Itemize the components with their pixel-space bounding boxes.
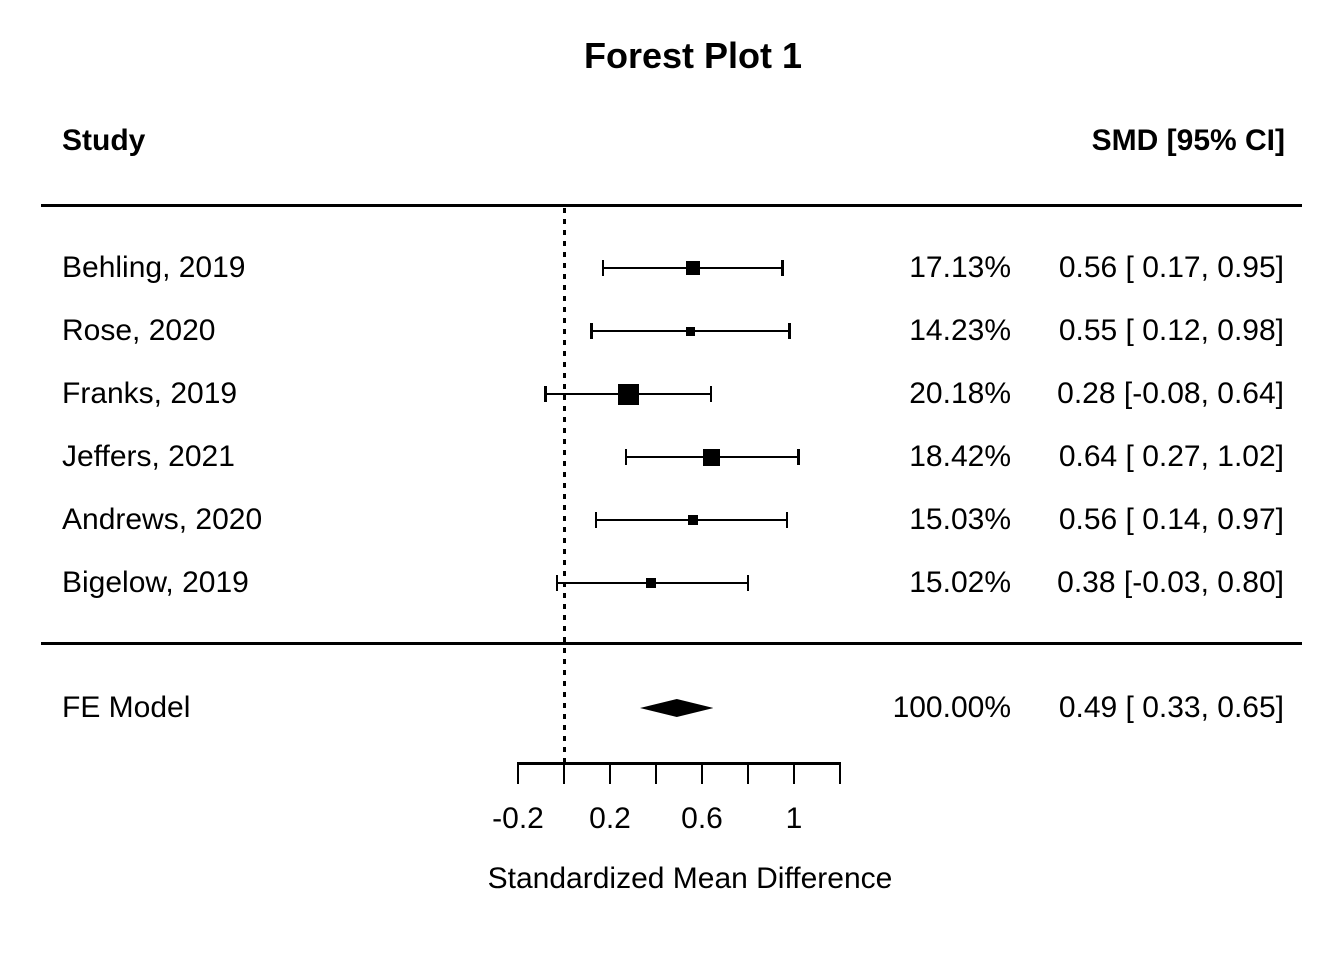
study-label: Jeffers, 2021 bbox=[62, 440, 235, 473]
x-axis-tick bbox=[700, 762, 704, 784]
x-axis-line bbox=[518, 762, 840, 765]
ci-cap-high bbox=[797, 449, 800, 465]
study-weight-value: 18.42% bbox=[909, 440, 1011, 473]
x-axis-tick-label: -0.2 bbox=[492, 802, 544, 835]
x-axis-tick bbox=[562, 762, 566, 784]
header-separator-line bbox=[41, 204, 1302, 207]
study-label: Rose, 2020 bbox=[62, 314, 216, 347]
x-axis-tick-label: 0.2 bbox=[589, 802, 631, 835]
ci-cap-high bbox=[746, 575, 750, 591]
estimate-square-marker bbox=[687, 515, 698, 525]
ci-cap-high bbox=[709, 386, 713, 402]
estimate-square-marker bbox=[686, 326, 695, 336]
ci-cap-low bbox=[594, 512, 598, 528]
study-weight-value: 14.23% bbox=[909, 314, 1011, 347]
ci-cap-high bbox=[788, 323, 791, 339]
study-weight-value: 17.13% bbox=[909, 251, 1011, 284]
summary-separator-line bbox=[41, 642, 1302, 645]
x-axis-title: Standardized Mean Difference bbox=[487, 862, 893, 895]
study-smd-ci-value: 0.38 [-0.03, 0.80] bbox=[1057, 566, 1284, 599]
study-smd-ci-value: 0.55 [ 0.12, 0.98] bbox=[1058, 314, 1284, 347]
estimate-square-marker bbox=[617, 383, 639, 405]
x-axis-tick bbox=[516, 762, 520, 784]
summary-row: FE Model 100.00% 0.49 [ 0.33, 0.65] bbox=[0, 687, 1344, 729]
x-axis-tick bbox=[838, 762, 842, 784]
x-axis-tick bbox=[746, 762, 750, 784]
study-column-header: Study bbox=[62, 124, 146, 157]
x-axis-tick bbox=[654, 762, 658, 784]
estimate-square-marker bbox=[702, 448, 720, 466]
study-label: Behling, 2019 bbox=[62, 251, 246, 284]
x-axis-tick-label: 0.6 bbox=[681, 802, 723, 835]
ci-cap-low bbox=[624, 449, 628, 465]
ci-cap-high bbox=[781, 260, 784, 276]
x-axis-tick bbox=[792, 762, 796, 784]
summary-smd-ci-value: 0.49 [ 0.33, 0.65] bbox=[1058, 691, 1284, 724]
estimate-square-marker bbox=[646, 578, 657, 588]
ci-cap-high bbox=[785, 512, 789, 528]
study-smd-ci-value: 0.56 [ 0.17, 0.95] bbox=[1058, 251, 1284, 284]
study-label: Franks, 2019 bbox=[62, 377, 238, 410]
estimate-square-marker bbox=[685, 261, 700, 275]
summary-label: FE Model bbox=[62, 691, 191, 724]
study-row: Andrews, 2020 15.03% 0.56 [ 0.14, 0.97] bbox=[0, 499, 1344, 541]
zero-reference-line bbox=[562, 208, 566, 762]
study-row: Behling, 2019 17.13% 0.56 [ 0.17, 0.95] bbox=[0, 247, 1344, 289]
study-row: Rose, 2020 14.23% 0.55 [ 0.12, 0.98] bbox=[0, 310, 1344, 352]
summary-diamond bbox=[639, 699, 714, 717]
study-weight-value: 15.02% bbox=[909, 566, 1011, 599]
study-weight-value: 20.18% bbox=[909, 377, 1011, 410]
plot-title: Forest Plot 1 bbox=[583, 35, 803, 76]
study-weight-value: 15.03% bbox=[909, 503, 1011, 536]
x-axis-tick-label: 1 bbox=[785, 802, 803, 835]
smd-column-header: SMD [95% CI] bbox=[1091, 124, 1285, 157]
study-label: Andrews, 2020 bbox=[62, 503, 263, 536]
x-axis-tick bbox=[608, 762, 612, 784]
study-row: Bigelow, 2019 15.02% 0.38 [-0.03, 0.80] bbox=[0, 562, 1344, 604]
study-smd-ci-value: 0.64 [ 0.27, 1.02] bbox=[1058, 440, 1284, 473]
study-smd-ci-value: 0.28 [-0.08, 0.64] bbox=[1057, 377, 1284, 410]
summary-weight-value: 100.00% bbox=[892, 691, 1011, 724]
study-smd-ci-value: 0.56 [ 0.14, 0.97] bbox=[1058, 503, 1284, 536]
ci-cap-low bbox=[555, 575, 559, 591]
study-row: Jeffers, 2021 18.42% 0.64 [ 0.27, 1.02] bbox=[0, 436, 1344, 478]
ci-cap-low bbox=[590, 323, 593, 339]
study-row: Franks, 2019 20.18% 0.28 [-0.08, 0.64] bbox=[0, 373, 1344, 415]
study-label: Bigelow, 2019 bbox=[62, 566, 249, 599]
ci-cap-low bbox=[544, 386, 547, 402]
ci-cap-low bbox=[601, 260, 605, 276]
